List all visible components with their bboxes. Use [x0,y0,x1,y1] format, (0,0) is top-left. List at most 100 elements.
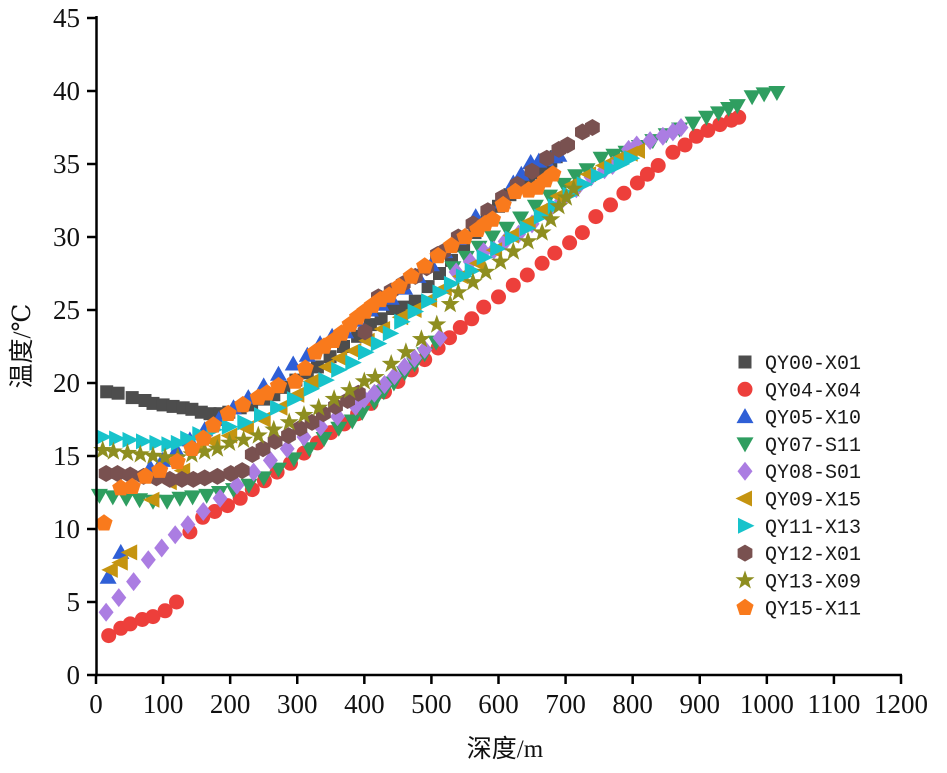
data-point [547,245,563,261]
data-point [484,230,501,246]
series-QY13-X09 [93,178,584,466]
data-point [212,488,228,508]
legend-marker-triangle-left [735,490,752,507]
data-point [140,550,156,570]
series-QY08-S01 [98,118,689,622]
data-point [98,465,114,482]
legend-entry: QY08-S01 [737,461,861,485]
data-point [512,211,530,227]
data-point [154,538,170,558]
data-point [183,439,201,456]
data-point [544,165,562,182]
data-point [100,385,114,399]
data-point [402,267,420,284]
y-tick-label: 5 [67,587,81,617]
legend-entry: QY12-X01 [737,544,861,567]
data-point [122,616,138,632]
data-point [616,185,632,201]
data-point [162,470,178,488]
data-point [285,452,303,468]
data-point [248,425,268,444]
y-tick-label: 30 [53,222,80,252]
data-point [270,399,287,416]
legend-label: QY09-X15 [765,490,861,513]
data-point [303,380,321,397]
y-tick-label: 25 [53,295,80,325]
data-point [95,429,113,445]
data-point [255,440,271,458]
data-point [604,160,621,177]
data-point [254,407,271,424]
data-point [443,275,461,292]
data-point [476,262,496,281]
legend-label: QY07-S11 [765,435,861,458]
data-point [629,175,645,191]
legend-label: QY12-X01 [765,544,861,567]
data-point [417,339,433,359]
data-point [234,395,252,413]
data-point [167,525,183,545]
data-point [382,325,400,342]
legend-entry: QY11-X13 [738,517,861,540]
data-point [221,418,239,435]
legend-marker-square [738,355,752,369]
data-point [464,311,480,327]
x-tick-label: 500 [411,689,452,719]
data-point [650,158,666,173]
data-point [541,209,561,228]
data-point [712,117,728,133]
data-point [505,277,521,293]
data-point [317,358,335,375]
legend-marker-triangle-right [738,517,755,534]
x-tick-label: 800 [612,689,653,719]
legend-marker-diamond [737,461,753,481]
data-point [340,380,360,399]
data-point [556,187,576,206]
y-axis-ticks: 0 5 10 15 20 25 30 35 40 45 [53,3,96,690]
data-point [180,515,196,535]
legend-entry: QY07-S11 [736,435,861,458]
data-point [318,372,335,389]
data-point [130,444,150,463]
data-point [743,90,761,106]
data-point [142,491,160,508]
data-point [120,544,138,561]
data-point [111,386,125,400]
data-point [262,450,278,470]
legend-entry: QY04-X04 [737,380,861,403]
data-point [396,342,416,361]
legend-marker-circle [737,381,753,397]
data-point [549,196,569,215]
data-point [555,177,573,193]
series-QY09-X15 [101,142,645,578]
data-point [503,241,523,260]
data-point [397,357,413,377]
legend: QY00-X01 QY04-X04 QY05-X10 QY07-S11 QY08-S01… [735,353,861,622]
data-point [386,302,399,315]
data-point [110,465,125,482]
data-point [101,628,117,644]
data-point [302,373,319,390]
data-point [534,255,550,271]
x-axis-ticks: 0 100 200 300 400 500 600 700 800 900 1000 1100 1200 [89,675,928,719]
data-point [549,188,566,205]
data-point [234,462,250,480]
data-point [184,490,202,506]
data-point [416,257,434,274]
data-point [688,128,704,144]
legend-label: QY08-S01 [765,462,861,485]
data-point [207,438,227,457]
data-point [270,365,287,381]
data-point [432,284,449,301]
data-point [411,329,431,348]
data-point [279,439,295,459]
data-point [195,441,215,460]
data-point [463,272,483,291]
data-point [123,477,141,494]
data-point [310,360,324,374]
data-point [95,514,113,531]
data-point [223,465,239,482]
data-point [585,119,600,136]
data-point [237,414,254,431]
data-point [255,471,273,487]
